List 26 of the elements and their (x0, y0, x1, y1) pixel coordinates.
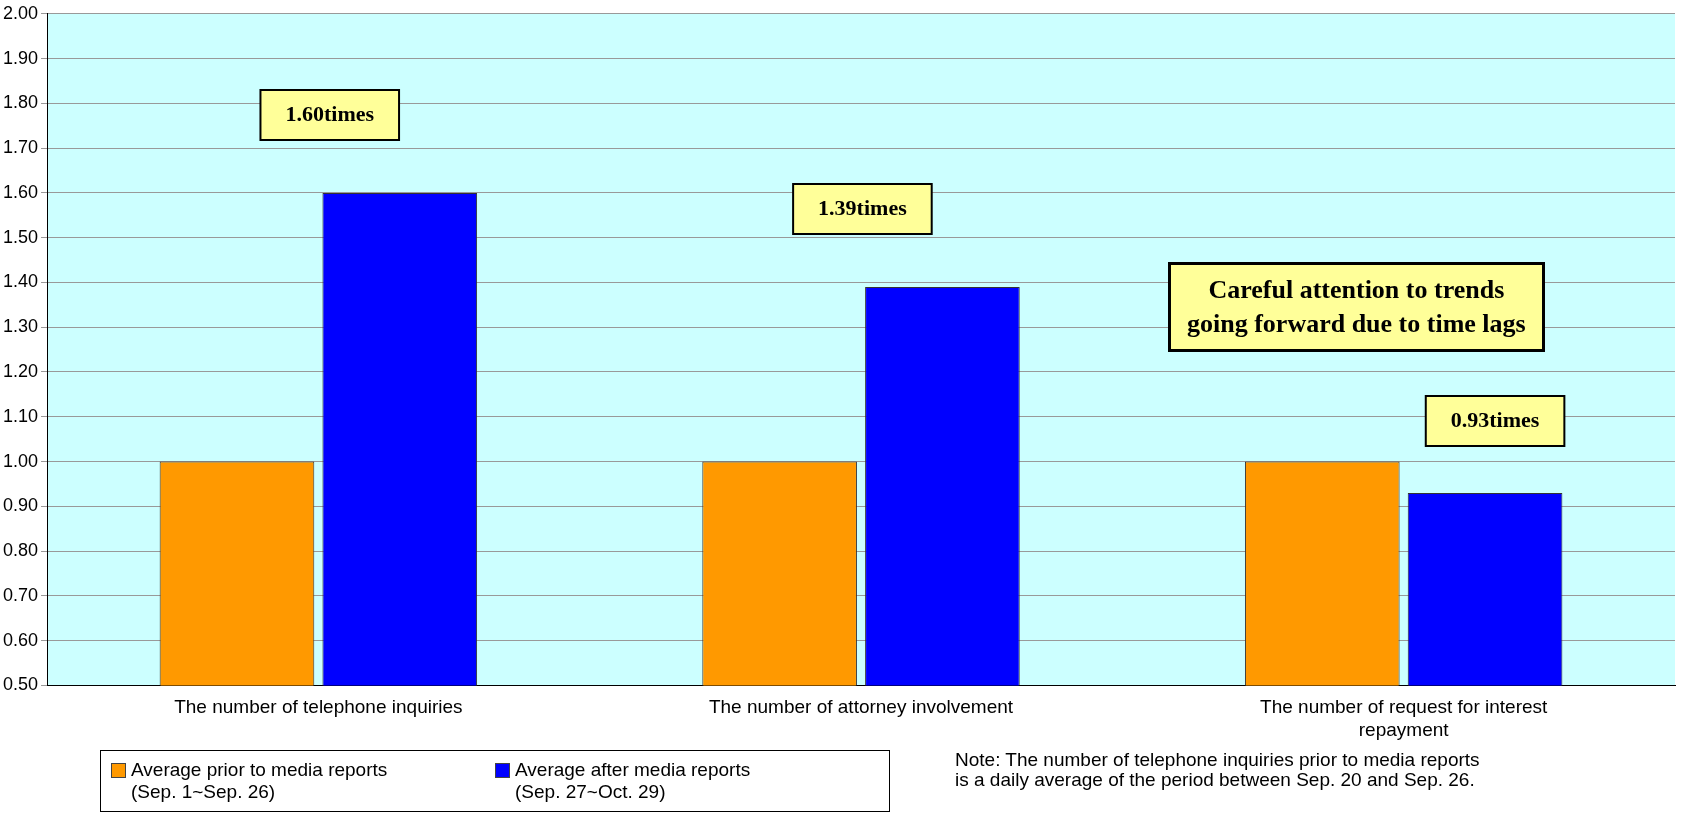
y-tick-label: 1.00 (2, 450, 39, 471)
y-tick-label: 1.40 (2, 271, 39, 292)
y-tick-label: 1.10 (2, 405, 39, 426)
data-label: 0.93times (1450, 406, 1540, 432)
y-tick-label: 1.80 (2, 92, 39, 113)
y-tick-label: 1.20 (2, 360, 39, 381)
y-tick-label: 0.70 (2, 584, 39, 605)
y-tick-label: 1.30 (2, 316, 39, 337)
legend-label: Average prior to media reports (Sep. 1~Sep. 26) (131, 759, 388, 803)
data-label: 1.39times (818, 194, 908, 220)
y-tick-label: 0.90 (2, 495, 39, 516)
y-tick-label: 0.80 (2, 540, 39, 561)
y-tick-label: 2.00 (2, 2, 39, 23)
y-tick-label: 1.70 (2, 137, 39, 158)
y-tick-label: 0.50 (2, 674, 39, 695)
legend-label: Average after media reports (Sep. 27~Oct. 29) (515, 759, 751, 803)
x-tick-label: The number of request for interest repayment (1260, 696, 1549, 740)
x-tick-label: The number of attorney involvement (708, 696, 1014, 718)
x-tick-label: The number of telephone inquiries (174, 696, 463, 718)
y-tick-label: 1.60 (2, 181, 39, 202)
data-label: 1.60times (285, 100, 375, 126)
y-tick-label: 1.50 (2, 226, 39, 247)
text: Note: The number of telephone inquiries prior to media reports is a daily average of the period between Sep. 20 and Sep. 26. (955, 749, 1480, 790)
annotation: Careful attention to trends going forward due to time lags (1168, 262, 1545, 352)
y-tick-label: 0.60 (2, 629, 39, 650)
y-tick-label: 1.90 (2, 47, 39, 68)
